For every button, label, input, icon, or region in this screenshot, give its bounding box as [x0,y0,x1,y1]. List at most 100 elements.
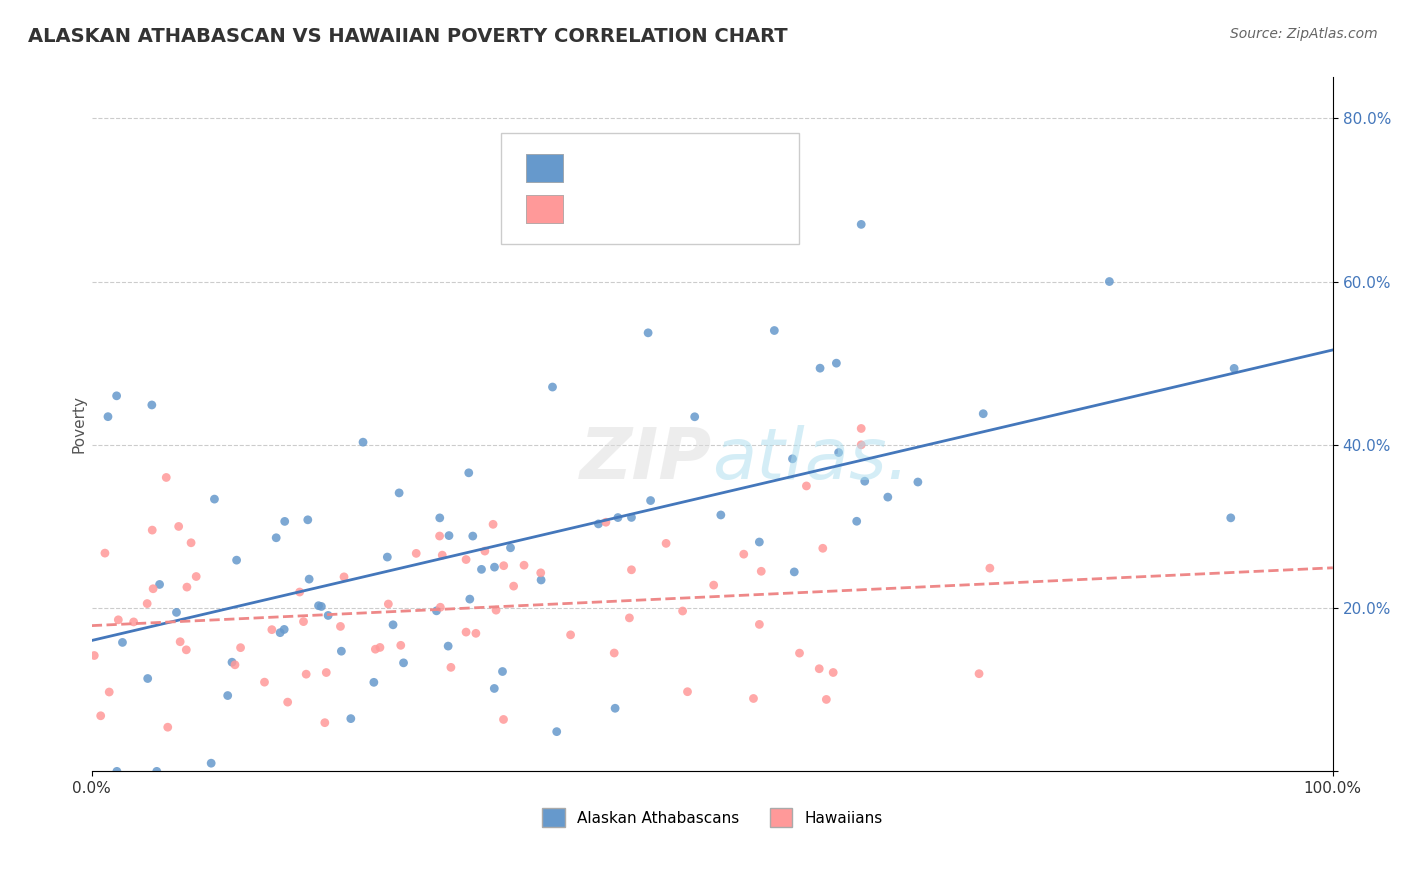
Text: Source: ZipAtlas.com: Source: ZipAtlas.com [1230,27,1378,41]
Point [105,764,128,779]
Point [683,409,706,424]
Point [392,656,415,670]
Point [225,553,247,567]
Point [541,380,564,394]
Point [174,643,197,657]
Point [907,475,929,489]
Point [97,409,120,424]
Text: ZIP: ZIP [581,425,713,493]
Point [105,389,128,403]
Point [429,511,451,525]
Point [748,535,770,549]
Bar [526,195,564,223]
Point [853,474,876,488]
Point [200,756,222,771]
Point [1219,511,1241,525]
Point [979,561,1001,575]
Text: N = 72: N = 72 [713,197,770,215]
Point [94,546,117,560]
Point [405,546,427,560]
Point [141,398,163,412]
Point [429,529,451,543]
Text: N = 70: N = 70 [713,155,770,173]
Point [484,681,506,696]
Point [107,613,129,627]
Point [637,326,659,340]
Point [260,623,283,637]
Point [749,564,772,578]
Point [295,667,318,681]
Point [274,515,297,529]
Point [972,407,994,421]
Y-axis label: Poverty: Poverty [72,395,86,453]
Point [425,604,447,618]
Point [603,646,626,660]
Point [83,648,105,663]
Point [316,608,339,623]
Point [141,523,163,537]
Point [229,640,252,655]
Point [491,665,513,679]
Point [375,550,398,565]
Point [368,640,391,655]
Point [530,573,553,587]
Point [808,662,831,676]
Point [315,665,337,680]
Point [454,625,477,640]
Point [811,541,834,556]
Point [588,516,610,531]
Point [492,558,515,573]
Point [142,582,165,596]
Point [155,470,177,484]
Point [333,570,356,584]
Point [851,421,873,435]
Point [352,435,374,450]
Point [388,486,411,500]
Point [710,508,733,522]
Point [156,720,179,734]
Point [492,713,515,727]
Point [204,492,226,507]
Point [851,218,873,232]
Point [382,617,405,632]
Point [845,514,868,528]
Point [340,712,363,726]
Point [136,597,159,611]
Point [111,635,134,649]
Point [314,715,336,730]
Point [607,510,630,524]
Point [273,623,295,637]
Point [763,324,786,338]
Point [485,603,508,617]
Point [389,638,412,652]
Point [432,548,454,562]
Point [292,615,315,629]
Text: R = 0.281: R = 0.281 [576,197,659,215]
Point [815,692,838,706]
Point [1223,361,1246,376]
Point [620,510,643,524]
Point [461,529,484,543]
Point [703,578,725,592]
Point [825,356,848,370]
Point [454,552,477,566]
Point [733,547,755,561]
Point [620,563,643,577]
Point [499,541,522,555]
Point [458,592,481,607]
Text: atlas.: atlas. [713,425,910,493]
Point [789,646,811,660]
Legend: Alaskan Athabascans, Hawaiians: Alaskan Athabascans, Hawaiians [536,802,889,833]
Point [876,490,898,504]
Point [437,639,460,653]
Point [429,600,451,615]
Point [437,528,460,542]
Bar [526,153,564,182]
Point [330,644,353,658]
Point [619,611,641,625]
Point [823,665,845,680]
Point [308,599,330,613]
Point [560,628,582,642]
Point [269,625,291,640]
Point [364,642,387,657]
